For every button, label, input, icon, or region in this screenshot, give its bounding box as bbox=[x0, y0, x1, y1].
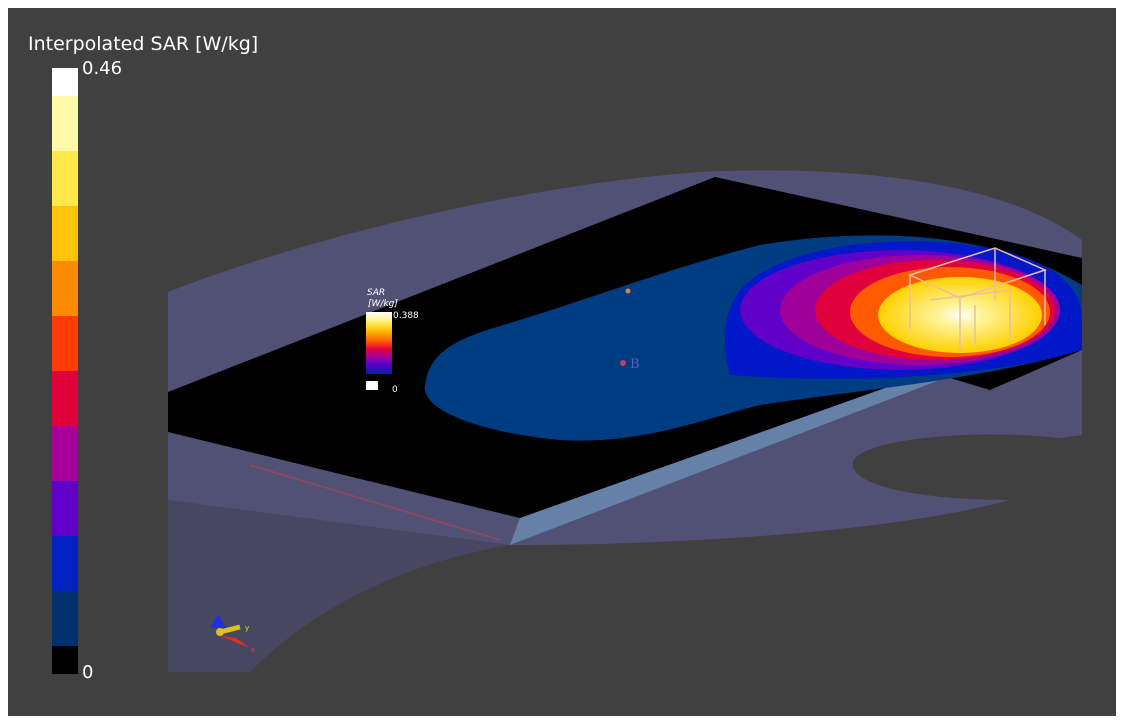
inset-max: 0.388 bbox=[393, 311, 419, 321]
inset-min-swatch bbox=[366, 381, 378, 390]
colorbar-max: 0.46 bbox=[82, 58, 122, 79]
axis-triad: y x bbox=[210, 614, 255, 654]
inset-unit: [W/kg] bbox=[368, 299, 398, 309]
colorbar-min: 0 bbox=[82, 662, 93, 683]
inset-min: 0 bbox=[392, 385, 398, 395]
phantom-lower bbox=[168, 500, 510, 672]
inset-colorbar: SAR [W/kg] 0.388 0 bbox=[366, 288, 419, 395]
plate-edge bbox=[510, 372, 945, 545]
inset-gradient bbox=[366, 312, 392, 374]
colorbar-title: Interpolated SAR [W/kg] bbox=[28, 33, 258, 55]
inset-title: SAR bbox=[367, 288, 385, 298]
antenna bbox=[907, 247, 1048, 350]
edge-line bbox=[249, 464, 501, 541]
probe-marker bbox=[625, 288, 631, 294]
colorbar: Interpolated SAR [W/kg] 0.46 0 bbox=[28, 33, 258, 683]
probe-label: B bbox=[630, 357, 640, 372]
axis-label: x bbox=[251, 646, 255, 654]
axis-label: y bbox=[245, 624, 249, 632]
probe-marker: B bbox=[620, 357, 640, 372]
